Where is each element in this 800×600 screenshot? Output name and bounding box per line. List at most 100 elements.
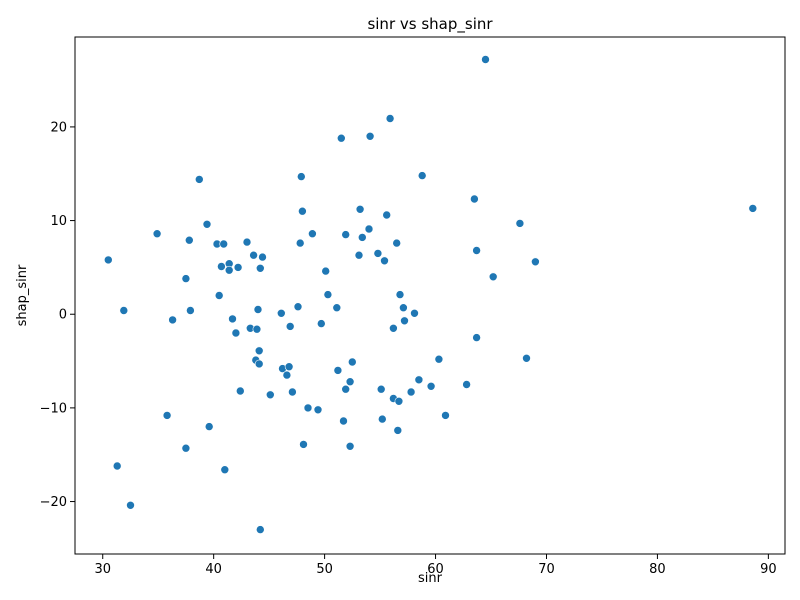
data-point	[389, 323, 398, 333]
data-point	[410, 308, 419, 318]
data-point	[242, 237, 252, 247]
data-point	[202, 220, 212, 229]
data-point	[354, 250, 364, 260]
data-point	[255, 525, 265, 534]
data-point	[254, 346, 264, 356]
data-point	[417, 171, 427, 180]
data-point	[308, 229, 317, 238]
data-point	[394, 396, 404, 406]
data-point	[377, 414, 387, 424]
data-point	[299, 440, 308, 449]
data-point	[236, 386, 245, 396]
data-point	[399, 303, 408, 313]
y-tick-label: −10	[40, 401, 67, 416]
data-point	[217, 262, 226, 271]
data-point	[393, 426, 403, 435]
data-point	[434, 354, 444, 364]
points-layer	[104, 55, 758, 534]
data-point	[104, 255, 113, 265]
ticks-layer: 30 40 50 60 70 80 90 −20 −10 0 10 20	[40, 120, 777, 577]
data-point	[168, 315, 177, 325]
data-point	[522, 353, 531, 363]
data-point	[364, 224, 374, 234]
x-tick-label: 90	[760, 562, 777, 577]
data-point	[285, 322, 295, 331]
data-point	[748, 204, 758, 213]
data-point	[380, 256, 389, 266]
data-point	[219, 239, 228, 249]
data-point	[462, 380, 471, 389]
data-point	[481, 55, 490, 64]
data-point	[119, 306, 129, 315]
x-axis-title: sinr	[418, 571, 443, 586]
data-point	[382, 210, 392, 220]
data-point	[296, 172, 306, 181]
data-point	[186, 306, 195, 315]
data-point	[303, 403, 313, 413]
data-point	[265, 390, 275, 400]
data-point	[181, 274, 191, 283]
data-point	[255, 263, 265, 273]
data-point	[470, 194, 479, 204]
data-point	[488, 272, 498, 282]
data-point	[365, 132, 375, 141]
data-point	[316, 319, 326, 328]
data-point	[472, 246, 481, 255]
data-point	[341, 384, 351, 394]
x-tick-label: 40	[205, 562, 222, 577]
data-point	[228, 314, 237, 324]
data-point	[282, 370, 292, 380]
data-point	[298, 206, 307, 216]
data-point	[252, 324, 262, 334]
data-point	[220, 465, 230, 475]
data-point	[441, 411, 450, 420]
data-point	[332, 303, 342, 313]
data-point	[472, 333, 481, 342]
data-point	[376, 384, 386, 394]
chart-title: sinr vs shap_sinr	[367, 15, 493, 34]
data-point	[531, 257, 540, 267]
data-point	[395, 290, 405, 299]
data-point	[426, 381, 436, 391]
data-point	[333, 366, 343, 375]
y-tick-label: 0	[59, 308, 67, 323]
data-point	[288, 387, 297, 397]
data-point	[414, 375, 424, 385]
data-point	[295, 238, 305, 248]
data-point	[400, 316, 409, 326]
x-tick-label: 30	[94, 562, 111, 577]
data-point	[321, 266, 331, 276]
y-tick-label: −20	[40, 495, 67, 510]
x-tick-label: 70	[538, 562, 555, 577]
data-point	[336, 133, 346, 143]
y-tick-label: 10	[50, 214, 67, 229]
data-point	[195, 175, 204, 184]
data-point	[185, 235, 194, 245]
data-point	[231, 328, 241, 338]
data-point	[323, 290, 333, 299]
x-tick-label: 50	[316, 562, 333, 577]
data-point	[339, 416, 348, 426]
data-point	[345, 441, 355, 451]
plot-frame	[74, 36, 786, 555]
data-point	[253, 305, 263, 314]
data-point	[373, 249, 383, 258]
data-point	[284, 362, 294, 372]
data-point	[258, 252, 267, 262]
data-point	[406, 387, 416, 397]
data-point	[249, 250, 258, 260]
data-point	[276, 308, 286, 318]
data-point	[181, 443, 191, 453]
y-axis-title: shap_sinr	[15, 264, 30, 326]
data-point	[152, 229, 162, 238]
data-point	[233, 263, 243, 272]
data-point	[347, 357, 357, 367]
data-point	[293, 302, 303, 312]
y-tick-label: 20	[50, 120, 67, 135]
data-point	[224, 265, 234, 275]
data-point	[126, 500, 135, 510]
data-point	[313, 405, 323, 415]
data-point	[385, 114, 395, 123]
